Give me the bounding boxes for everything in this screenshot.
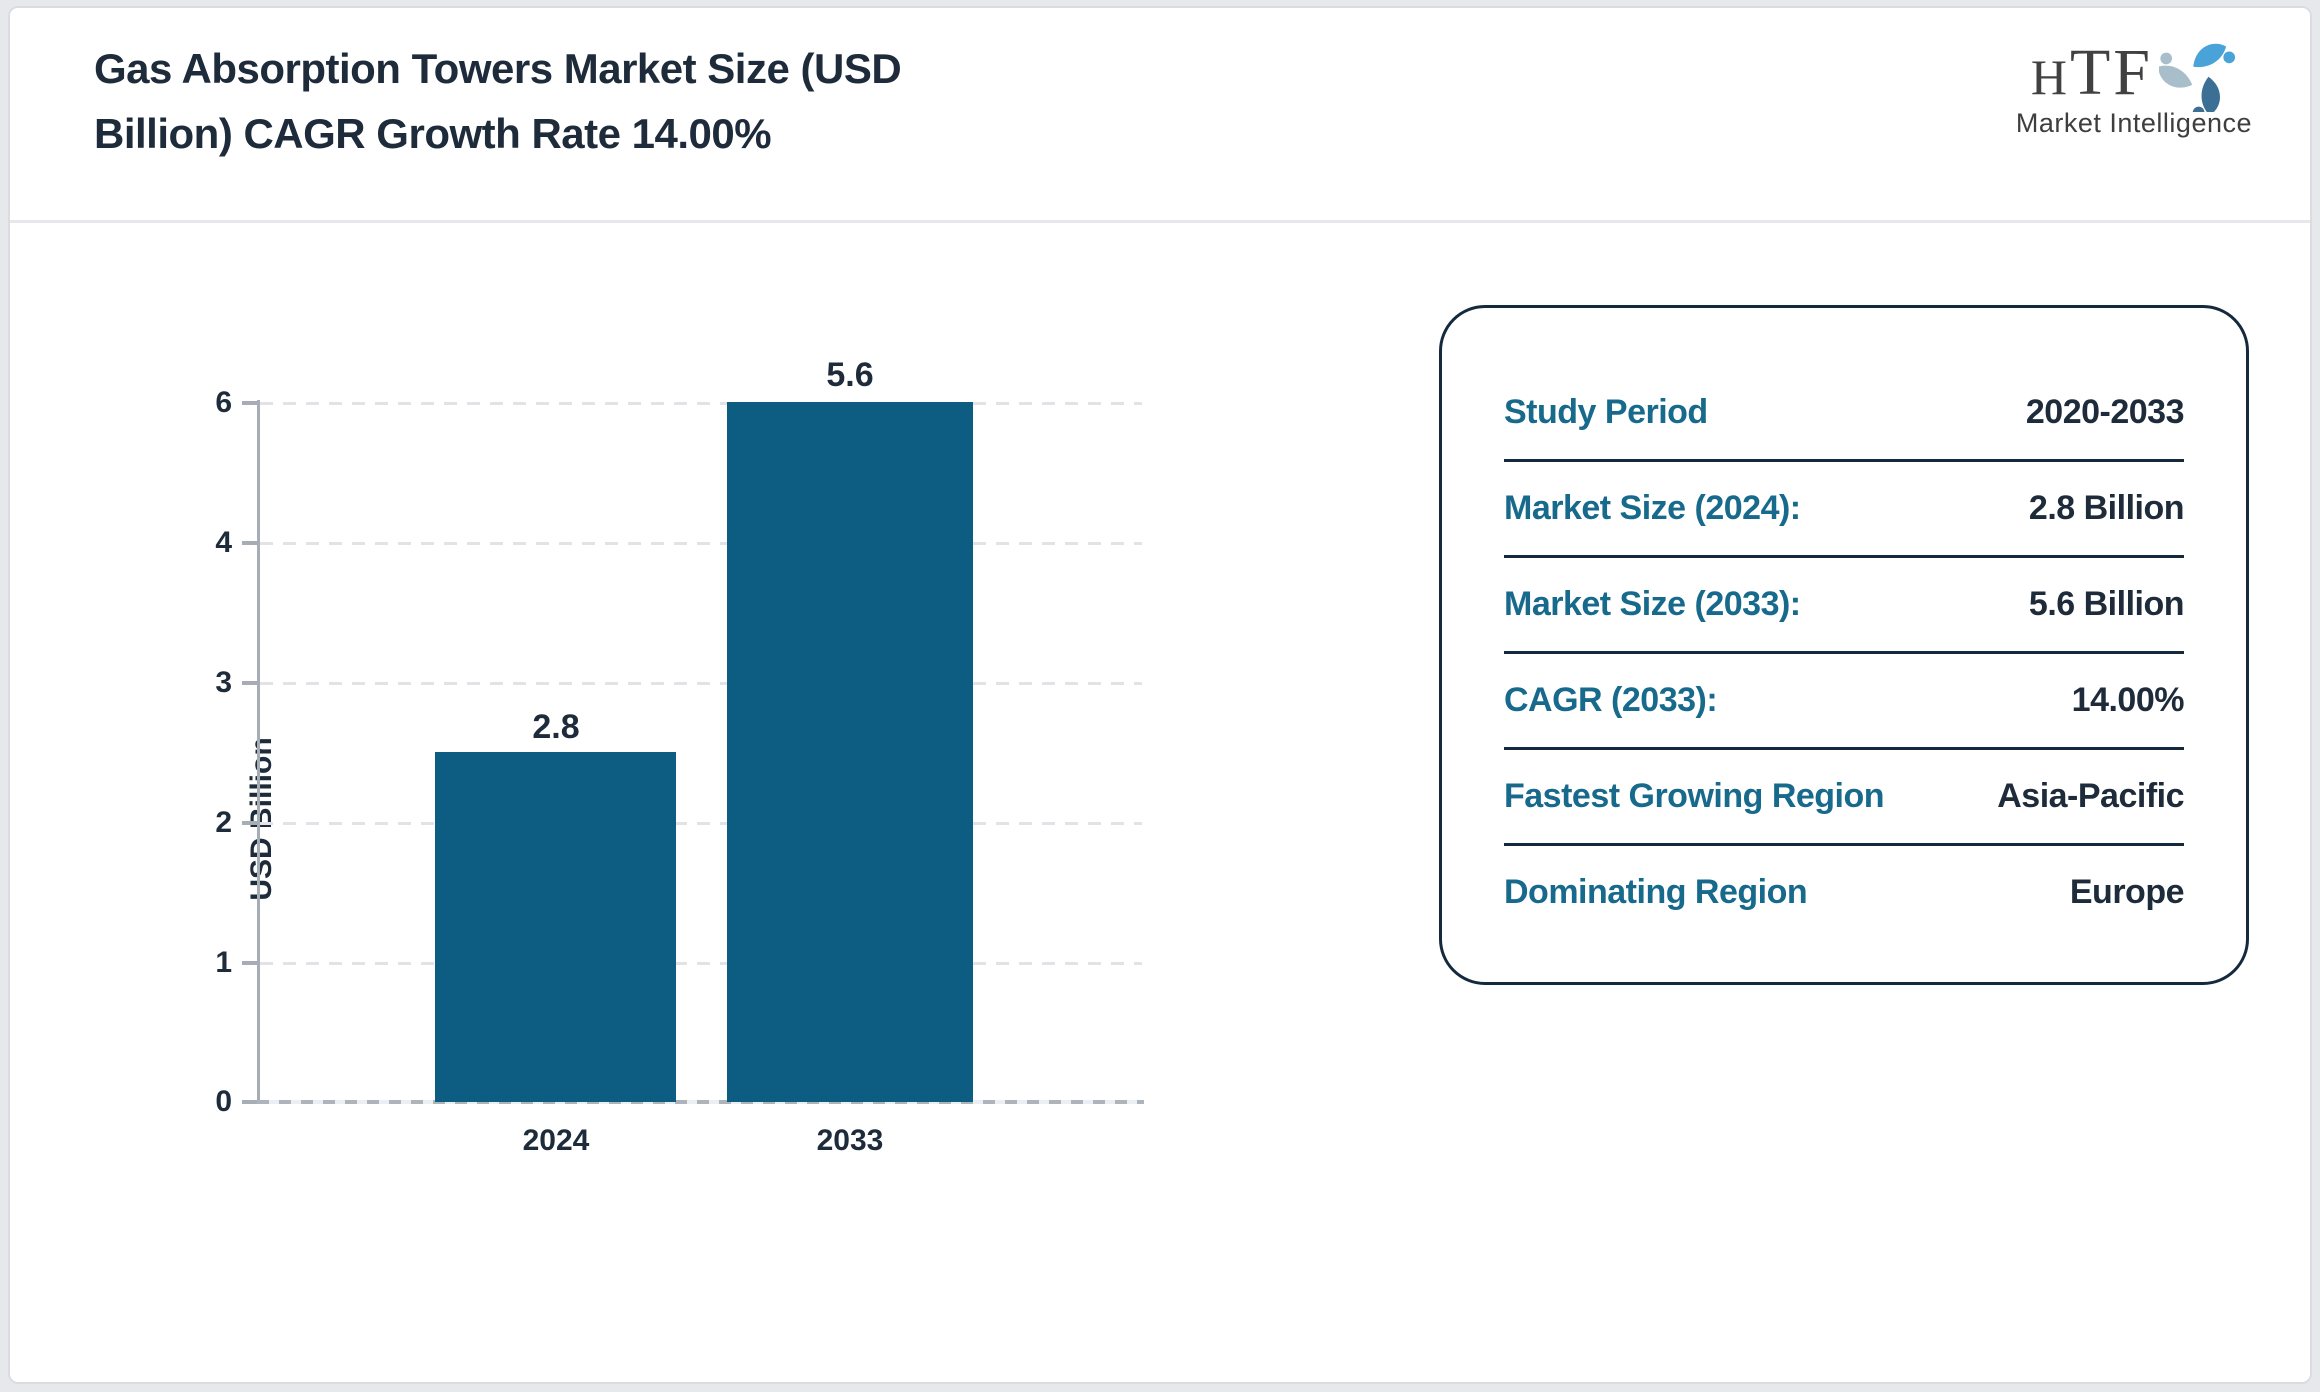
- page-title: Gas Absorption Towers Market Size (USD B…: [94, 36, 1394, 166]
- gridline: [260, 402, 1142, 405]
- htf-logo: HTF: [2016, 34, 2252, 139]
- y-axis-title: USD Billion: [245, 737, 278, 901]
- y-tick-label: 3: [215, 666, 232, 699]
- gridline: [260, 682, 1142, 685]
- summary-label: Market Size (2024):: [1504, 489, 1801, 527]
- y-tick-label: 1: [215, 946, 232, 979]
- summary-value: 5.6 Billion: [2028, 585, 2185, 623]
- htf-logo-letters-tf: TF: [2069, 36, 2153, 109]
- bar-2024: [435, 752, 676, 1102]
- y-axis-line: [257, 400, 260, 1104]
- y-tick-label: 0: [215, 1085, 232, 1118]
- htf-swirl-icon: [2159, 43, 2236, 112]
- htf-logo-letter-h: H: [2030, 49, 2070, 105]
- summary-value: Asia-Pacific: [1997, 777, 2184, 815]
- summary-label: Dominating Region: [1504, 873, 1808, 911]
- summary-value: 2.8 Billion: [2028, 489, 2185, 527]
- report-card: Gas Absorption Towers Market Size (USD B…: [8, 6, 2312, 1384]
- bar-value-2033: 5.6: [826, 356, 874, 394]
- gridline: [260, 822, 1142, 825]
- bar-value-2024: 2.8: [532, 708, 580, 746]
- summary-row-cagr: CAGR (2033): 14.00%: [1504, 654, 2185, 750]
- header: Gas Absorption Towers Market Size (USD B…: [10, 8, 2310, 223]
- summary-label: CAGR (2033):: [1504, 681, 1718, 719]
- y-tick: [242, 401, 257, 405]
- page-title-line1: Gas Absorption Towers Market Size (USD: [94, 45, 902, 92]
- y-tick-label: 2: [215, 806, 232, 839]
- summary-row-study-period: Study Period 2020-2033: [1504, 366, 2185, 462]
- summary-row-market-size-2024: Market Size (2024): 2.8 Billion: [1504, 462, 2185, 558]
- summary-row-fastest-growing-region: Fastest Growing Region Asia-Pacific: [1504, 750, 2184, 846]
- y-tick: [242, 541, 257, 545]
- gridline: [260, 542, 1142, 545]
- y-tick: [242, 1100, 257, 1104]
- bar-2033: [727, 402, 973, 1102]
- page-title-line2: Billion) CAGR Growth Rate 14.00%: [94, 110, 772, 157]
- y-tick: [242, 821, 257, 825]
- x-axis-line: [257, 1100, 1144, 1104]
- summary-row-market-size-2033: Market Size (2033): 5.6 Billion: [1504, 558, 2185, 654]
- summary-panel: Study Period 2020-2033 Market Size (2024…: [1439, 305, 2249, 985]
- summary-label: Study Period: [1504, 393, 1708, 431]
- summary-row-dominating-region: Dominating Region Europe: [1504, 846, 2185, 939]
- y-tick-label: 6: [215, 386, 232, 419]
- htf-logo-subtext: Market Intelligence: [2015, 108, 2252, 138]
- summary-value: 14.00%: [2071, 681, 2185, 719]
- x-tick-label-2024: 2024: [522, 1124, 590, 1157]
- summary-value: Europe: [2069, 873, 2185, 911]
- summary-label: Fastest Growing Region: [1504, 777, 1885, 815]
- gridline: [260, 962, 1142, 965]
- bar-chart: USD Billion 6 4 3 2 1 0 2.8 5.6 202: [215, 356, 1144, 1157]
- y-tick: [242, 681, 257, 685]
- summary-label: Market Size (2033):: [1504, 585, 1801, 623]
- y-tick-label: 4: [215, 526, 232, 559]
- htf-logo-top: HTF: [2016, 34, 2252, 112]
- y-tick: [242, 961, 257, 965]
- summary-value: 2020-2033: [2025, 393, 2185, 431]
- htf-logo-text: HTF: [2031, 40, 2153, 106]
- x-tick-label-2033: 2033: [816, 1124, 884, 1157]
